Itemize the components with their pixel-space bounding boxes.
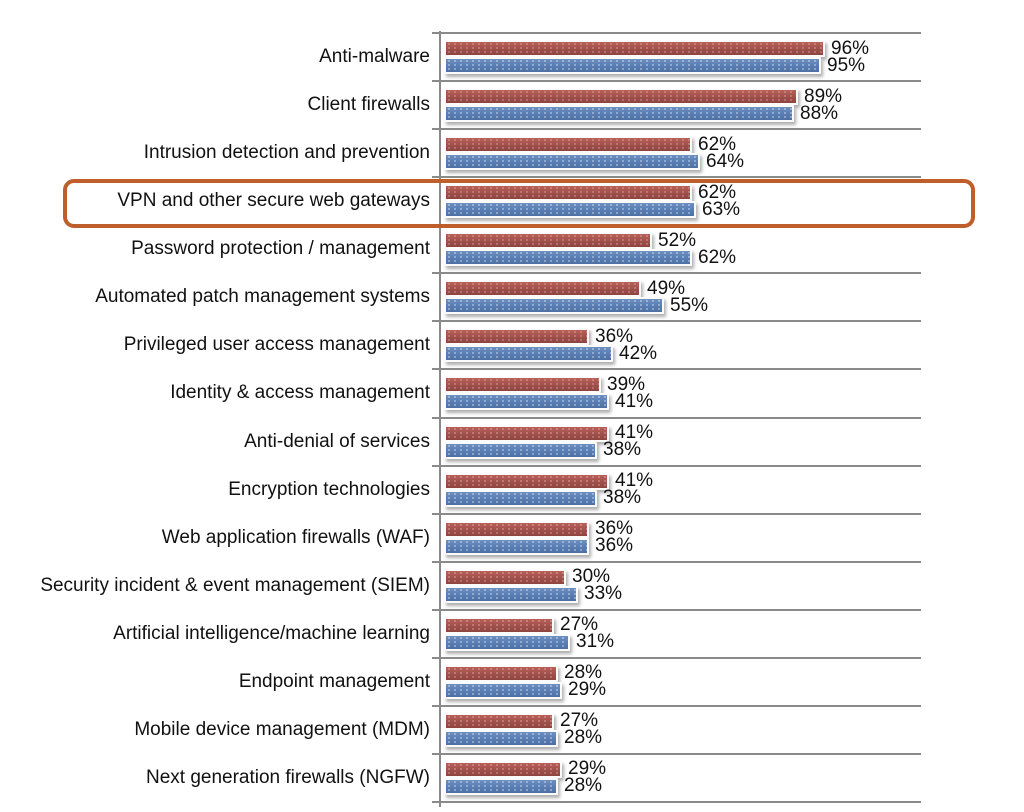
gridline [432, 417, 921, 419]
value-label-red: 39% [607, 374, 646, 395]
bar-blue [444, 201, 696, 218]
gridline [432, 80, 921, 82]
value-label-blue: 88% [800, 103, 839, 124]
category-label: Client firewalls [307, 94, 430, 115]
value-label-blue: 95% [827, 55, 866, 76]
bar-red [444, 232, 652, 249]
bar-blue [444, 682, 562, 699]
value-label-red: 62% [698, 182, 737, 203]
value-label-red: 52% [658, 230, 697, 251]
category-axis-line [439, 31, 441, 807]
value-label-red: 30% [572, 566, 611, 587]
gridline [432, 609, 921, 611]
category-label: Encryption technologies [228, 479, 430, 500]
bar-blue [444, 442, 597, 459]
gridline [432, 128, 921, 130]
category-label: Mobile device management (MDM) [134, 719, 430, 740]
gridline [432, 513, 921, 515]
category-label: Automated patch management systems [95, 286, 430, 307]
value-label-blue: 41% [615, 391, 654, 412]
value-label-blue: 36% [595, 535, 634, 556]
bar-blue [444, 105, 794, 122]
gridline [432, 561, 921, 563]
gridline [432, 176, 921, 178]
bar-red [444, 184, 692, 201]
value-label-blue: 42% [619, 343, 658, 364]
gridline [432, 465, 921, 467]
value-label-red: 29% [568, 758, 607, 779]
value-label-blue: 38% [603, 439, 642, 460]
category-label: Security incident & event management (SI… [40, 575, 430, 596]
category-label: Intrusion detection and prevention [143, 142, 430, 163]
bar-blue [444, 586, 578, 603]
value-label-red: 27% [560, 614, 599, 635]
value-label-red: 36% [595, 326, 634, 347]
category-label: Endpoint management [238, 671, 430, 692]
gridline [432, 272, 921, 274]
value-label-blue: 62% [698, 247, 737, 268]
value-label-red: 28% [564, 662, 603, 683]
value-label-blue: 63% [702, 199, 741, 220]
bar-red [444, 88, 798, 105]
bar-red [444, 761, 562, 778]
bar-red [444, 569, 566, 586]
bar-red [444, 473, 609, 490]
gridline [432, 753, 921, 755]
bar-blue [444, 57, 821, 74]
category-label: Password protection / management [131, 238, 430, 259]
value-label-blue: 31% [576, 631, 615, 652]
category-label: Web application firewalls (WAF) [161, 527, 430, 548]
bar-blue [444, 538, 589, 555]
bar-blue [444, 153, 700, 170]
bar-red [444, 425, 609, 442]
value-label-red: 89% [804, 86, 843, 107]
bar-red [444, 521, 589, 538]
bar-blue [444, 634, 570, 651]
category-label: Next generation firewalls (NGFW) [145, 767, 430, 788]
category-label: Identity & access management [170, 382, 430, 403]
category-label: Anti-malware [319, 46, 430, 67]
highlight-box [63, 179, 975, 228]
value-label-red: 96% [831, 38, 870, 59]
value-label-red: 27% [560, 710, 599, 731]
gridline [432, 32, 921, 34]
bar-blue [444, 393, 609, 410]
bar-blue [444, 249, 692, 266]
bar-red [444, 280, 641, 297]
bar-red [444, 617, 554, 634]
value-label-red: 49% [647, 278, 686, 299]
category-label: VPN and other secure web gateways [117, 190, 430, 211]
gridline [432, 320, 921, 322]
bar-blue [444, 778, 558, 795]
category-label: Privileged user access management [123, 334, 430, 355]
value-label-blue: 33% [584, 583, 623, 604]
value-label-red: 62% [698, 134, 737, 155]
bar-blue [444, 730, 558, 747]
gridline [432, 801, 921, 803]
value-label-red: 41% [615, 470, 654, 491]
bar-blue [444, 345, 613, 362]
value-label-red: 41% [615, 422, 654, 443]
value-label-blue: 38% [603, 487, 642, 508]
gridline [432, 705, 921, 707]
bar-red [444, 136, 692, 153]
value-label-blue: 29% [568, 679, 607, 700]
bar-blue [444, 297, 664, 314]
bar-red [444, 665, 558, 682]
bar-red [444, 328, 589, 345]
bar-blue [444, 490, 597, 507]
value-label-blue: 55% [670, 295, 709, 316]
value-label-blue: 28% [564, 775, 603, 796]
value-label-blue: 28% [564, 727, 603, 748]
bar-red [444, 40, 825, 57]
value-label-blue: 64% [706, 151, 745, 172]
bar-red [444, 376, 601, 393]
category-label: Anti-denial of services [244, 431, 430, 452]
gridline [432, 657, 921, 659]
value-label-red: 36% [595, 518, 634, 539]
category-label: Artificial intelligence/machine learning [113, 623, 430, 644]
gridline [432, 368, 921, 370]
bar-red [444, 713, 554, 730]
